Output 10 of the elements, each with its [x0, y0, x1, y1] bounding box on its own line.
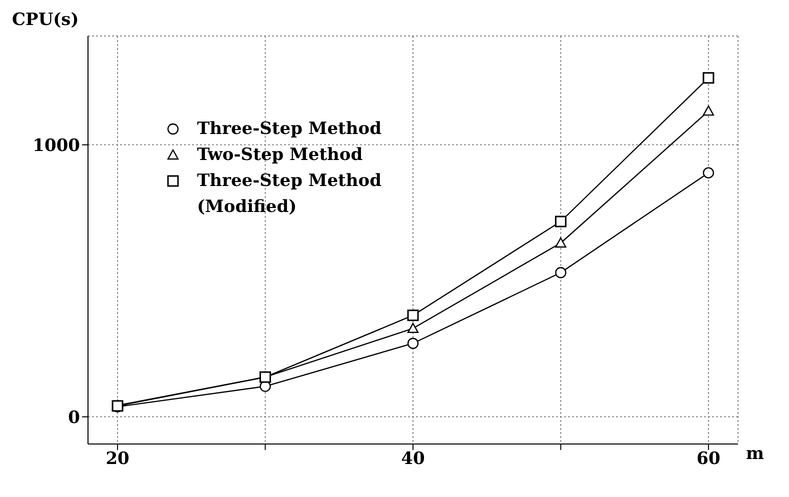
legend-label: Three-Step Method [197, 118, 382, 141]
x-tick-label: 60 [696, 449, 720, 470]
y-tick-label: 1000 [32, 136, 80, 156]
legend-label: Three-Step Method (Modified) [197, 170, 382, 219]
y-tick-label: 0 [68, 408, 80, 428]
x-axis-title: m [746, 444, 764, 464]
y-axis-title: CPU(s) [12, 10, 79, 30]
x-tick-label: 20 [106, 449, 130, 470]
x-tick-label: 40 [401, 449, 425, 470]
legend-label: Two-Step Method [197, 144, 363, 167]
